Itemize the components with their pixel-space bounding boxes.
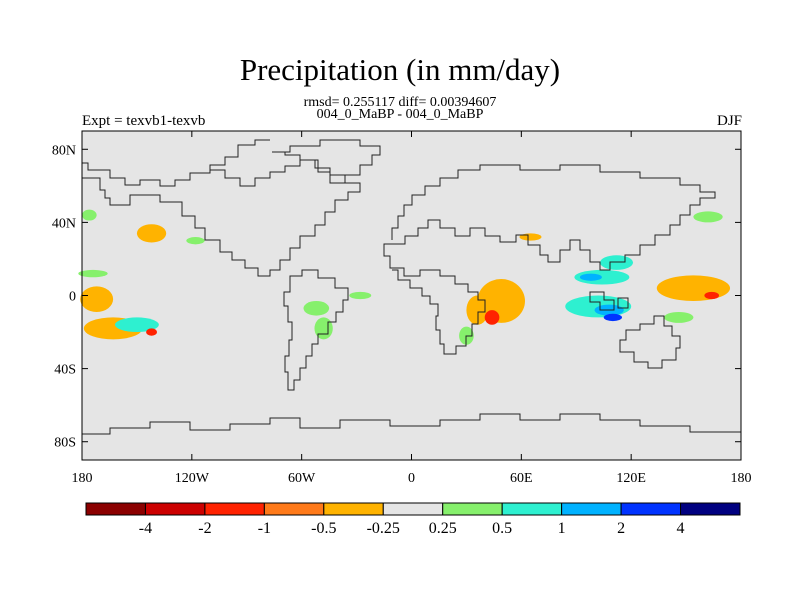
map-background xyxy=(82,131,741,460)
experiment-label: Expt = texvb1-texvb xyxy=(82,113,206,129)
colorbar-label: 1 xyxy=(558,520,566,537)
colorbar-label: -0.25 xyxy=(367,520,400,537)
anomaly-patch xyxy=(664,311,694,323)
x-tick-label: 0 xyxy=(408,471,415,486)
coastline-greenland xyxy=(272,139,381,184)
x-tick-label: 120E xyxy=(616,471,646,486)
y-tick-label: 40S xyxy=(54,363,76,378)
coastline-north-america xyxy=(82,159,361,277)
y-tick-label: 80S xyxy=(54,436,76,451)
colorbar-swatch xyxy=(561,502,622,516)
coastline-indonesia xyxy=(589,291,629,311)
anomaly-patch xyxy=(186,237,205,245)
y-tick-label: 0 xyxy=(69,290,76,305)
colorbar-label: -0.5 xyxy=(311,520,336,537)
x-tick-label: 60E xyxy=(510,471,533,486)
coastline-south-america xyxy=(283,269,349,391)
y-tick-label: 40N xyxy=(52,216,76,231)
colorbar-swatch xyxy=(323,502,384,516)
stats-subtitle: rmsd= 0.255117 diff= 0.00394607 xyxy=(303,95,497,110)
season-label: DJF xyxy=(716,113,742,129)
anomaly-patch xyxy=(466,295,489,325)
anomaly-patch xyxy=(80,286,114,312)
chart-title: Precipitation (in mm/day) xyxy=(239,52,561,87)
anomaly-patch xyxy=(603,313,623,322)
x-tick-label: 120W xyxy=(175,471,210,486)
anomaly-patch xyxy=(303,300,330,316)
colorbar-swatch xyxy=(680,502,741,516)
colorbar-label: -1 xyxy=(258,520,271,537)
coastline-europe-asia xyxy=(391,164,716,271)
anomaly-patch xyxy=(82,209,97,221)
coastline-arctic xyxy=(82,139,270,187)
colorbar-label: 0.25 xyxy=(429,520,457,537)
anomaly-patch xyxy=(693,211,723,223)
anomaly-patch xyxy=(136,224,167,243)
anomaly-patch xyxy=(574,269,630,285)
colorbar-swatch xyxy=(620,502,682,516)
runs-subtitle: 004_0_MaBP - 004_0_MaBP xyxy=(316,107,484,122)
anomaly-patch xyxy=(656,275,731,301)
anomaly-patch xyxy=(349,291,372,300)
colorbar-swatch xyxy=(144,502,206,516)
coastline-australia xyxy=(619,315,681,369)
anomaly-patch xyxy=(484,310,500,325)
anomaly-patch xyxy=(146,328,158,336)
colorbar-label: -2 xyxy=(198,520,211,537)
x-tick-label: 60W xyxy=(288,471,316,486)
colorbar-swatch xyxy=(204,502,265,516)
anomaly-patch xyxy=(519,233,542,241)
coastline-africa xyxy=(383,243,486,355)
anomaly-patch xyxy=(704,291,720,300)
anomaly-patch xyxy=(579,273,602,281)
colorbar-label: 0.5 xyxy=(492,520,512,537)
x-tick-label: 180 xyxy=(72,471,93,486)
colorbar-label: 4 xyxy=(677,520,685,537)
anomaly-patch xyxy=(565,295,632,318)
anomaly-patch xyxy=(600,255,633,270)
colorbar-swatch xyxy=(382,502,444,516)
colorbar-label: -4 xyxy=(139,520,152,537)
colorbar-swatch xyxy=(85,502,146,516)
colorbar-label: 2 xyxy=(617,520,625,537)
anomaly-patch xyxy=(114,317,159,333)
anomaly-patch xyxy=(314,317,333,340)
colorbar-swatch xyxy=(501,502,563,516)
colorbar-swatch xyxy=(263,502,325,516)
colorbar-swatch xyxy=(442,502,503,516)
coastlines xyxy=(82,139,741,435)
x-tick-label: 180 xyxy=(731,471,752,486)
anomaly-patch xyxy=(78,269,108,278)
coastline-antarctica xyxy=(82,413,741,435)
y-tick-label: 80N xyxy=(52,143,76,158)
